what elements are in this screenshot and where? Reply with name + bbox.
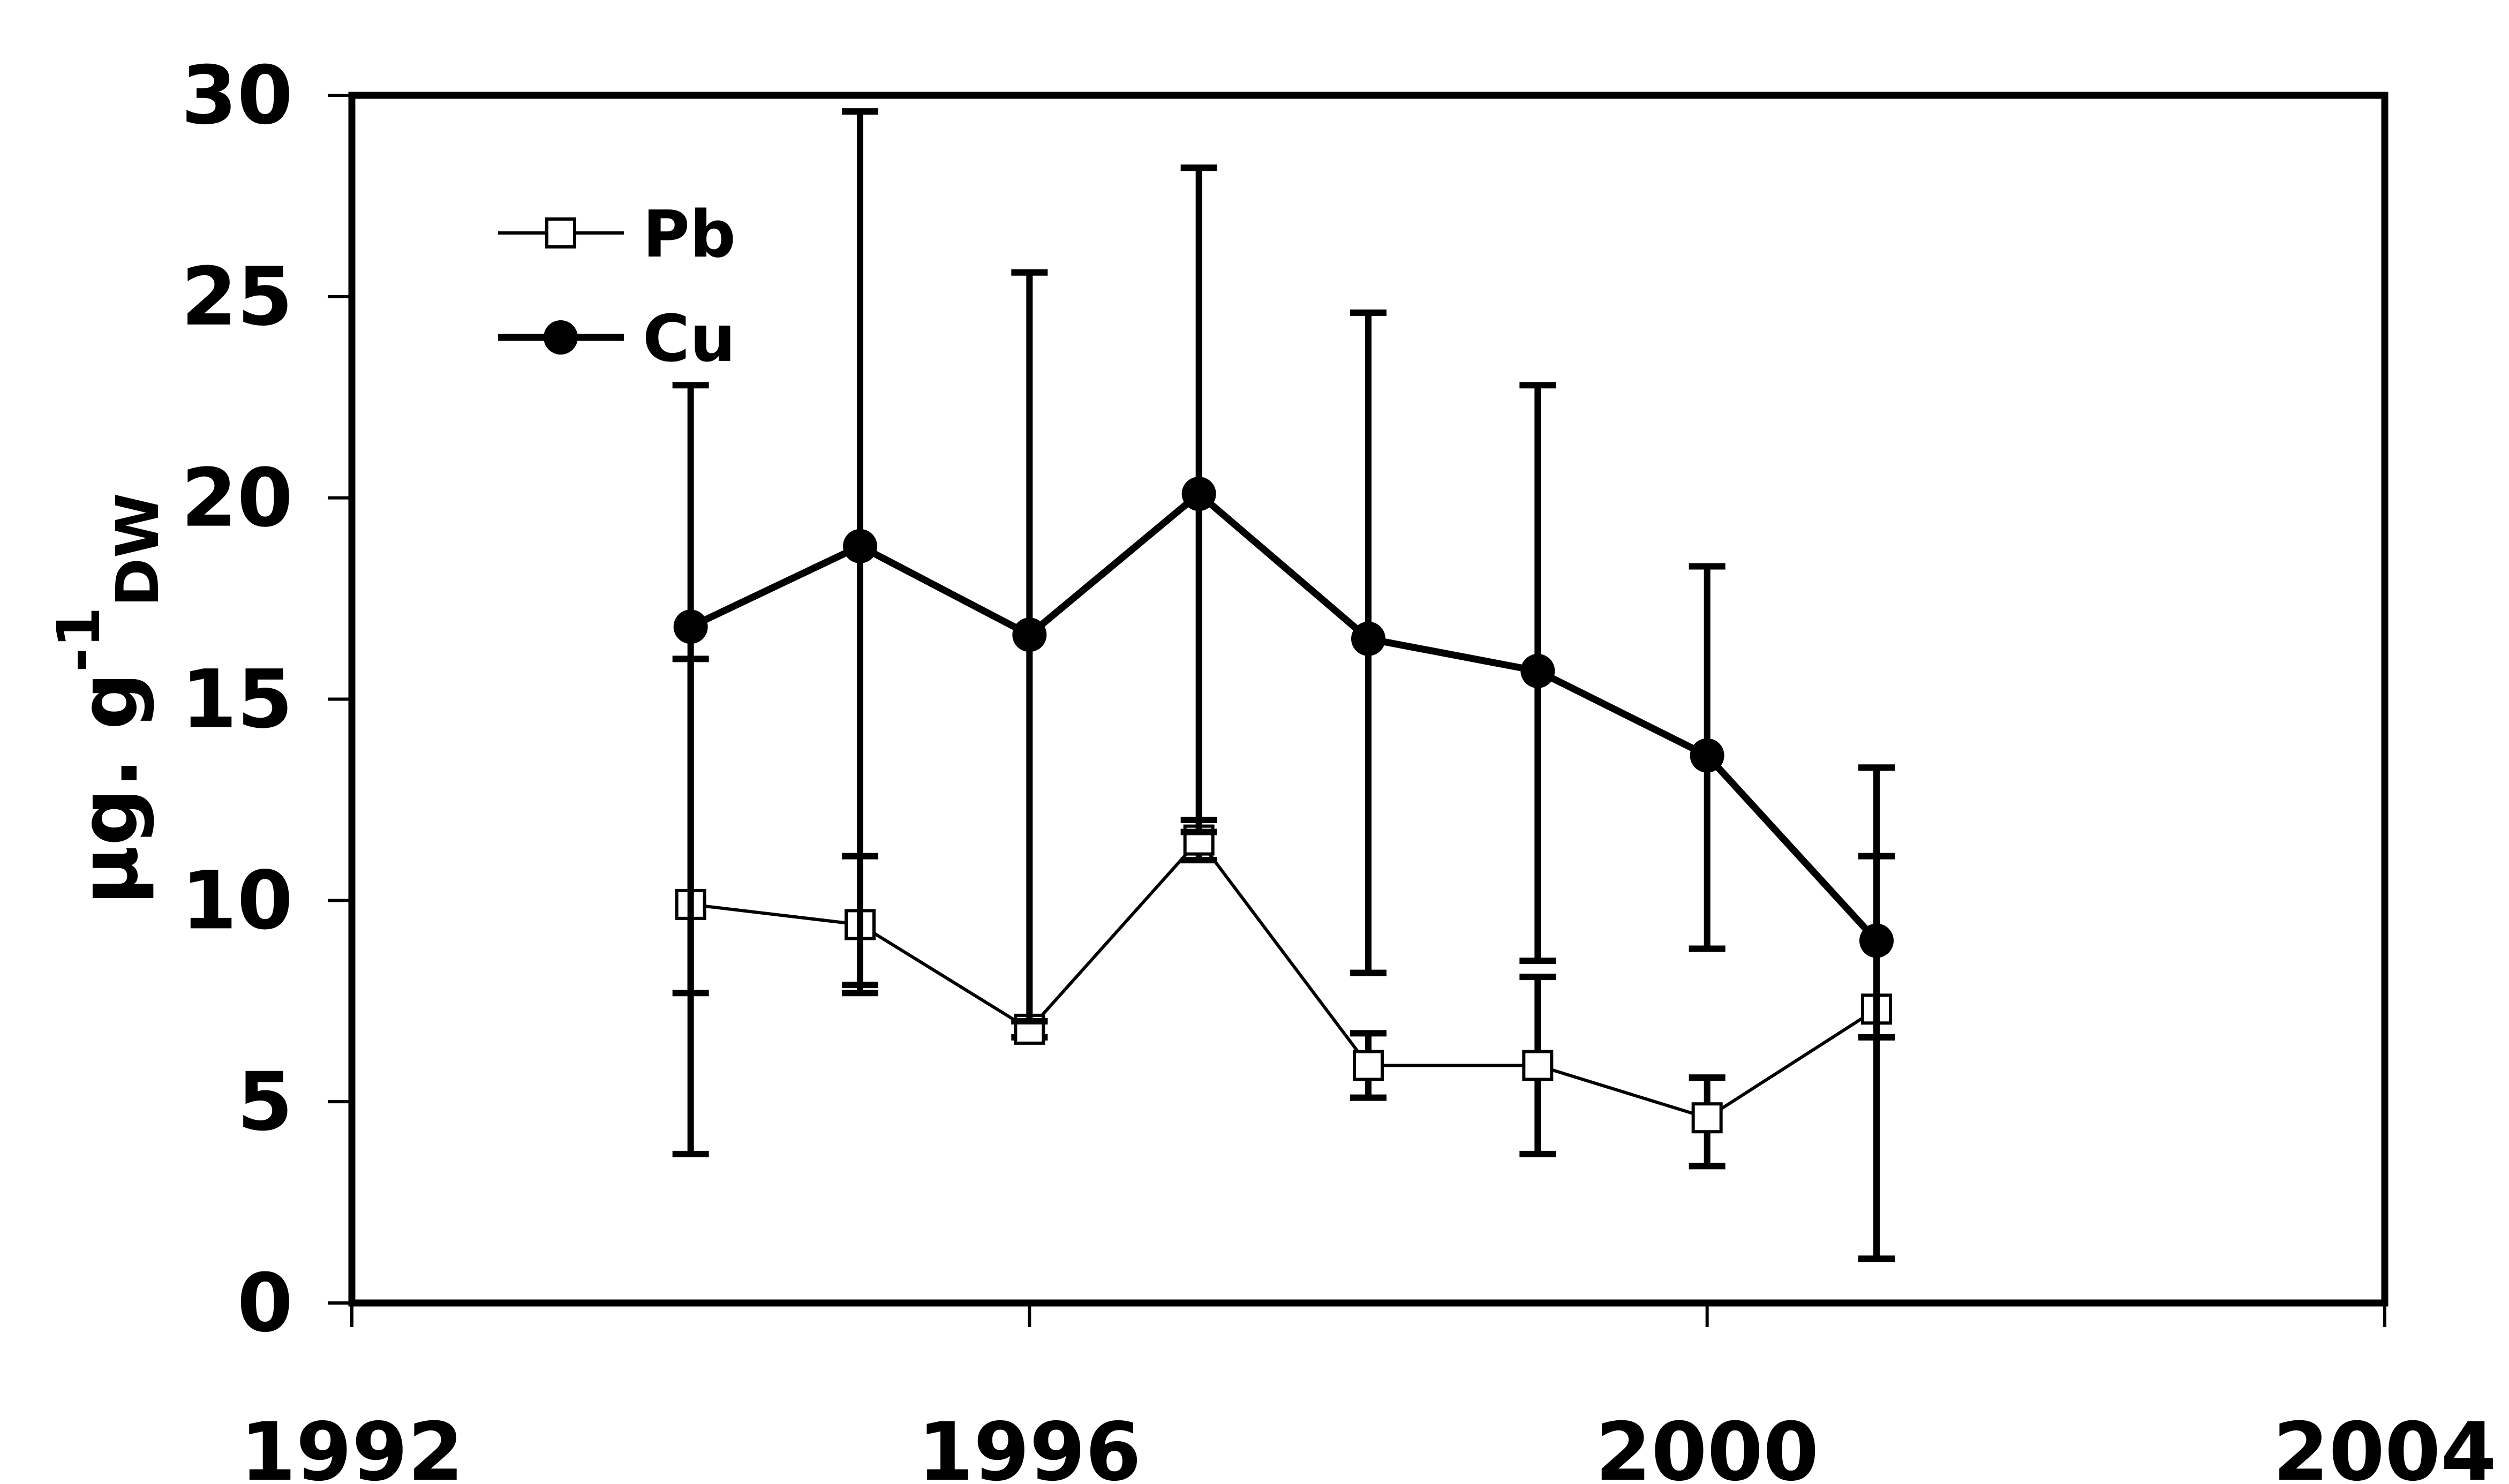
x-tick-label: 2004 (2273, 1406, 2496, 1484)
pb-point (1691, 1102, 1723, 1134)
y-tick-label: 20 (181, 452, 293, 545)
y-tick-label: 5 (237, 1056, 293, 1149)
x-tick-label: 1996 (918, 1406, 1141, 1484)
series-layer (672, 108, 1895, 1262)
series-cu (672, 108, 1895, 1262)
y-tick-label: 15 (181, 653, 293, 747)
pb-line (690, 838, 1878, 1120)
cu-error-bar (672, 382, 709, 1157)
cu-point (1012, 617, 1047, 652)
y-axis-title-sub: DW (103, 493, 172, 607)
pb-point (1522, 1050, 1554, 1081)
legend-marker-pb (545, 217, 576, 248)
cu-point (843, 529, 877, 563)
cu-point (1351, 621, 1385, 656)
legend-marker-cu (544, 320, 578, 355)
y-axis-title: µg. g-1DW (44, 493, 172, 905)
y-axis: 0 5 10 15 20 25 30 (181, 49, 352, 1350)
legend-label-cu: Cu (643, 302, 736, 376)
y-axis-title-sup: -1 (44, 607, 113, 672)
legend: Pb Cu (498, 198, 736, 376)
y-tick-label: 10 (181, 854, 293, 947)
cu-line (689, 490, 1879, 943)
cu-point (1859, 923, 1894, 958)
cu-point (1690, 738, 1724, 773)
legend-item-pb: Pb (498, 198, 736, 272)
cu-error-bar (1858, 764, 1895, 1262)
y-tick-label: 25 (181, 251, 293, 344)
cu-point (673, 609, 708, 644)
cu-point (1520, 653, 1555, 688)
x-tick-label: 2000 (1595, 1406, 1819, 1484)
y-tick-label: 30 (181, 49, 293, 142)
y-axis-title-main: µg. g (63, 672, 156, 905)
y-tick-label: 0 (237, 1257, 293, 1350)
x-tick-label: 1992 (240, 1406, 463, 1484)
legend-item-cu: Cu (498, 302, 736, 376)
cu-point (1181, 477, 1216, 511)
pb-point (1353, 1050, 1384, 1081)
legend-label-pb: Pb (643, 198, 736, 272)
x-axis: 1992 1996 2000 2004 (240, 1303, 2497, 1484)
